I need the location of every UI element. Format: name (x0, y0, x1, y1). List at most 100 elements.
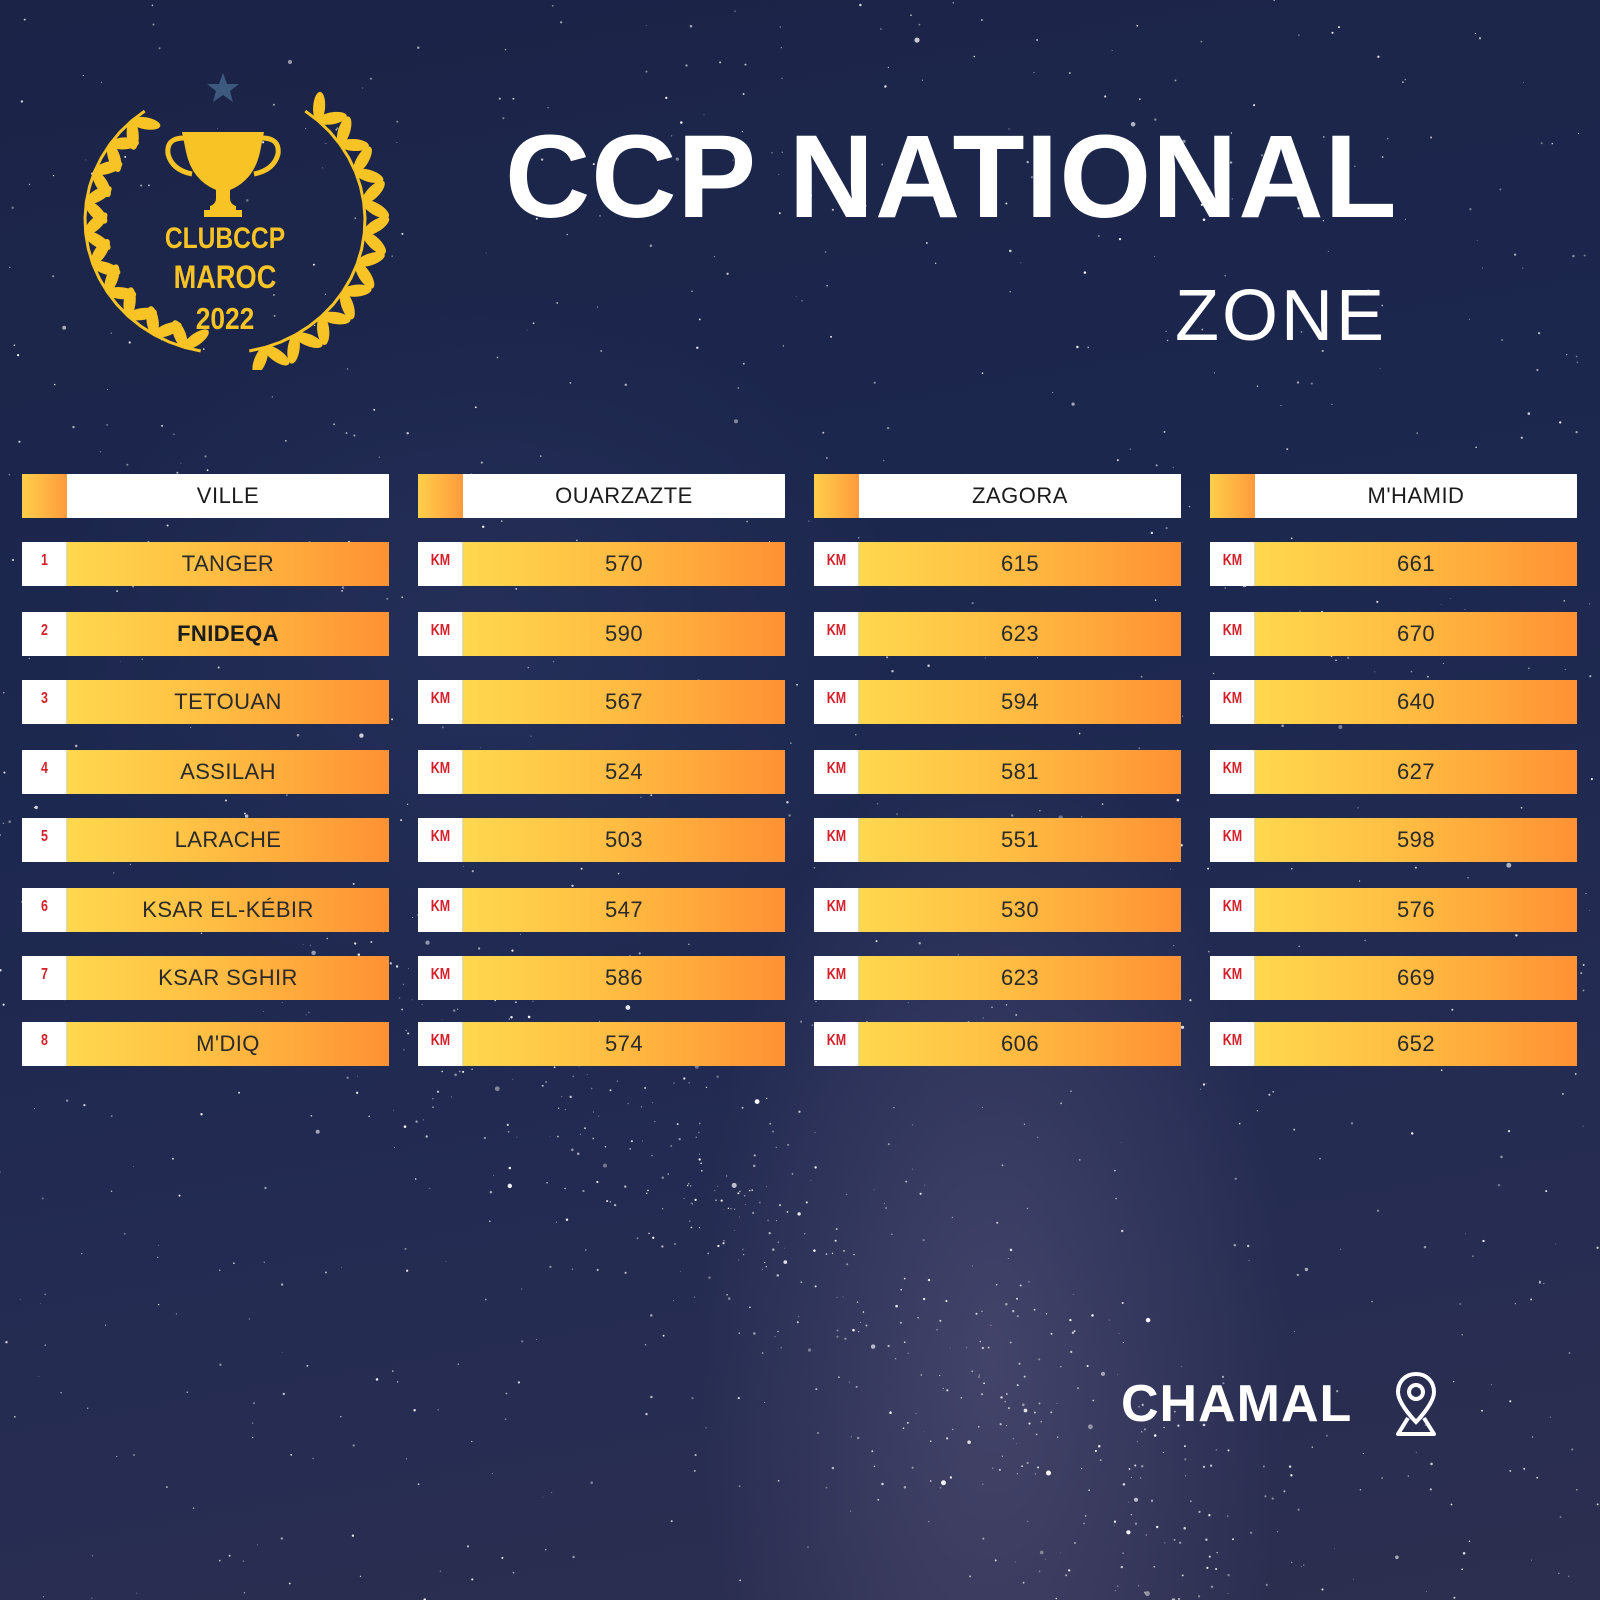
star (1336, 1390, 1339, 1393)
star (151, 4, 154, 7)
star (341, 586, 345, 589)
star (466, 1545, 470, 1548)
star (1331, 403, 1333, 406)
star (392, 1370, 394, 1372)
star (846, 1263, 849, 1266)
star (1060, 1102, 1063, 1105)
star (1206, 1566, 1209, 1570)
star (1182, 541, 1184, 543)
laurel-leaf (317, 315, 330, 345)
star (341, 590, 343, 592)
star (788, 814, 791, 817)
star (1010, 814, 1014, 817)
star (1582, 989, 1585, 992)
star (606, 1200, 609, 1203)
distance-value: 567 (463, 680, 785, 724)
star (1144, 1591, 1150, 1597)
star (1481, 1409, 1483, 1412)
star (1568, 1352, 1571, 1354)
star (738, 1485, 741, 1488)
star (346, 368, 349, 370)
star (1012, 1437, 1015, 1440)
star (1416, 432, 1418, 434)
star (1115, 1197, 1117, 1200)
star (855, 734, 857, 736)
star (919, 1192, 922, 1195)
star (790, 742, 792, 745)
star (1097, 235, 1100, 237)
star (1357, 807, 1359, 809)
star (1256, 385, 1259, 387)
table-row: KM 627 (1210, 750, 1577, 794)
star (596, 1268, 599, 1272)
star (462, 1070, 465, 1073)
star (855, 1385, 858, 1388)
star (900, 1288, 902, 1291)
star (780, 1347, 782, 1349)
star (511, 949, 514, 952)
table-column: ZAGORA KM 615 KM 623 KM 594 KM 581 KM 551 KM 530 KM 62… (814, 474, 1181, 1066)
star (1555, 1243, 1557, 1245)
star (242, 1560, 245, 1563)
star (825, 1253, 828, 1255)
star (542, 1496, 544, 1498)
star (1039, 810, 1041, 812)
star (907, 1352, 909, 1354)
star (650, 1395, 653, 1399)
star (219, 1269, 221, 1271)
star (896, 813, 898, 815)
star (726, 1293, 728, 1296)
row-tag-text: KM (1222, 1032, 1242, 1049)
star (691, 1396, 694, 1400)
star (520, 933, 522, 935)
star (1076, 1387, 1080, 1390)
star (999, 1423, 1002, 1426)
star (779, 26, 781, 28)
laurel-leaf (183, 329, 209, 350)
star (862, 1311, 865, 1313)
star (517, 1381, 521, 1384)
star (200, 1113, 203, 1116)
star (1310, 382, 1313, 385)
star (1001, 1164, 1004, 1167)
star (881, 163, 884, 166)
star (717, 1244, 720, 1248)
star (798, 1316, 800, 1318)
star (1531, 1559, 1532, 1561)
star (675, 157, 679, 161)
star (1030, 176, 1034, 179)
star (978, 1426, 980, 1428)
star (746, 520, 748, 523)
star (530, 735, 532, 737)
star (1071, 402, 1075, 406)
star (598, 1115, 600, 1117)
star (907, 1422, 909, 1424)
star (402, 983, 405, 986)
star (206, 469, 209, 472)
star (939, 1486, 942, 1489)
laurel-wreath-icon (83, 91, 390, 370)
star (1515, 934, 1518, 937)
star (375, 1378, 379, 1381)
star (439, 1570, 442, 1572)
star (14, 1416, 16, 1418)
star (1337, 26, 1341, 29)
star (885, 1206, 888, 1210)
km-unit-label: KM (814, 818, 859, 862)
star (1055, 1597, 1058, 1600)
star (1461, 1334, 1463, 1336)
star (1202, 1083, 1206, 1086)
star (305, 128, 307, 129)
star (652, 1102, 654, 1104)
star (391, 718, 394, 721)
star (797, 1212, 801, 1216)
star (870, 1344, 876, 1349)
star (545, 1081, 547, 1083)
star (629, 954, 631, 957)
star (1026, 1461, 1029, 1465)
table-row: KM 669 (1210, 956, 1577, 1000)
table-row: KM 576 (1210, 888, 1577, 932)
star (981, 1310, 983, 1313)
star (856, 1436, 860, 1440)
star (975, 1312, 978, 1315)
